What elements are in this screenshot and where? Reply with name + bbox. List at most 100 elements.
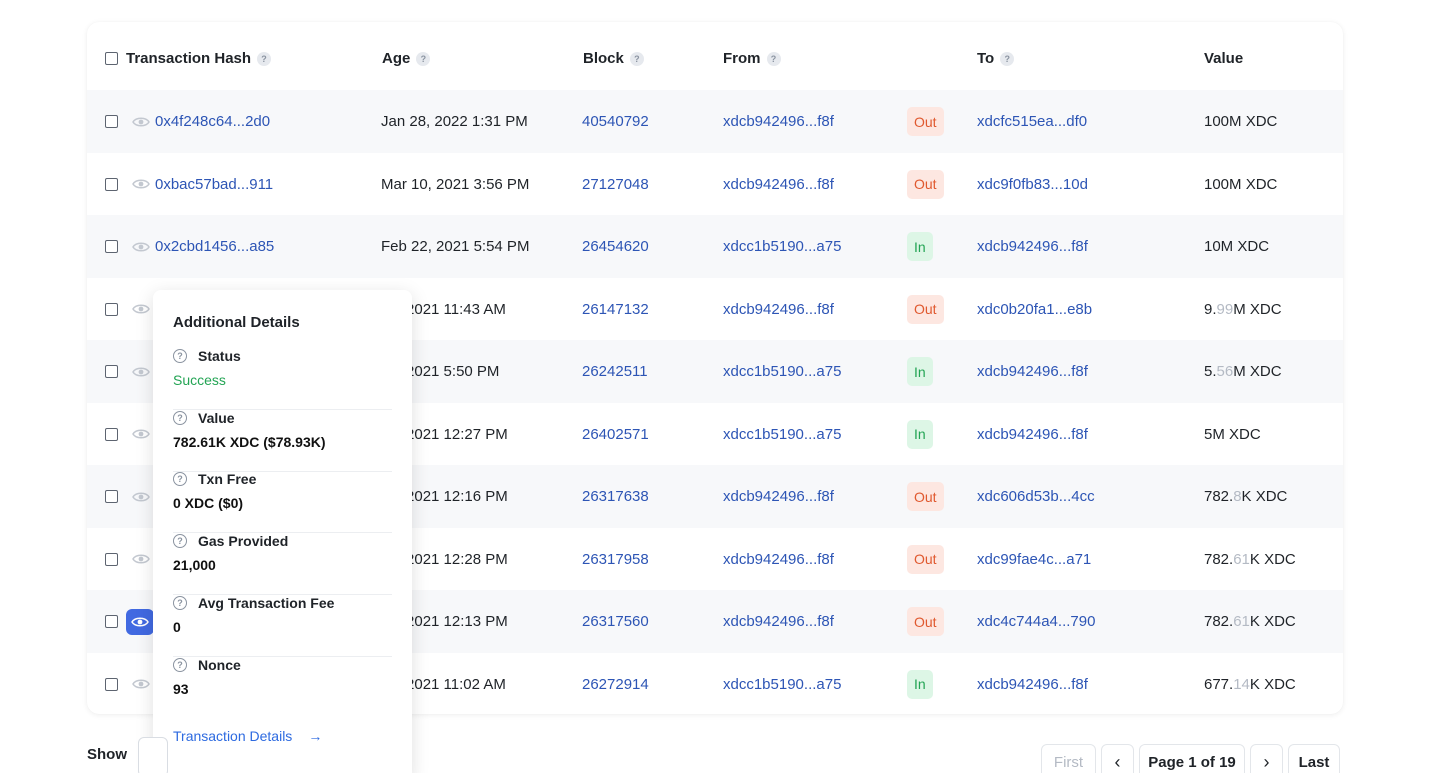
direction-badge: Out [907,169,944,199]
question-icon[interactable]: ? [173,657,187,672]
from-address-link[interactable]: xdcc1b5190...a75 [723,238,842,255]
direction-badge: In [907,232,933,261]
from-address-link[interactable]: xdcb942496...f8f [723,550,834,568]
eye-icon[interactable] [130,361,152,383]
eye-icon[interactable] [130,298,152,320]
from-address-link[interactable]: xdcb942496...f8f [723,488,834,505]
detail-label: Nonce [198,656,241,673]
eye-icon[interactable] [130,548,152,570]
block-link[interactable]: 26317638 [582,488,649,505]
detail-item: ? Avg Transaction Fee 0 [173,595,392,657]
value-main: 782. [1204,488,1234,505]
tx-age: 19, 2021 12:16 PM [381,488,508,505]
from-address-link[interactable]: xdcc1b5190...a75 [723,363,842,380]
question-icon[interactable]: ? [173,349,187,363]
help-icon[interactable]: ? [416,51,431,66]
to-address-link[interactable]: xdc9f0fb83...10d [977,175,1088,193]
block-link[interactable]: 26272914 [582,675,649,693]
question-icon[interactable]: ? [173,472,187,487]
eye-icon[interactable] [130,423,152,445]
value-unit: K XDC [1249,613,1296,630]
row-checkbox[interactable] [105,115,118,128]
row-checkbox[interactable] [105,365,118,378]
direction-badge: Out [907,607,944,636]
header-hash: Transaction Hash? [126,27,272,90]
row-checkbox[interactable] [105,490,118,503]
row-checkbox[interactable] [105,427,118,441]
block-link[interactable]: 26317560 [582,613,649,630]
block-link[interactable]: 26147132 [582,300,649,318]
to-address-link[interactable]: xdcb942496...f8f [977,675,1088,693]
from-address-link[interactable]: xdcc1b5190...a75 [723,675,842,693]
last-page-button[interactable]: Last [1288,744,1340,773]
question-icon[interactable]: ? [173,534,187,549]
row-checkbox[interactable] [105,552,118,566]
eye-icon[interactable] [130,236,152,258]
tx-hash-link[interactable]: 0x2cbd1456...a85 [155,238,275,255]
eye-icon[interactable] [126,608,154,635]
tx-value: 10M XDC [1204,215,1269,278]
row-checkbox[interactable] [105,240,118,253]
header-value: Value [1204,50,1244,67]
to-address-link[interactable]: xdc606d53b...4cc [977,488,1095,505]
first-page-button[interactable]: First [1041,744,1096,773]
block-link[interactable]: 26317958 [582,550,649,568]
question-icon[interactable]: ? [173,410,187,425]
from-address-link[interactable]: xdcc1b5190...a75 [723,425,842,443]
direction-badge: Out [907,482,944,511]
eye-icon[interactable] [130,111,152,133]
prev-page-button[interactable]: ‹ [1101,744,1134,773]
help-icon[interactable]: ? [257,51,272,66]
block-link[interactable]: 27127048 [582,175,649,193]
row-checkbox[interactable] [105,302,118,316]
block-link[interactable]: 40540792 [582,113,649,130]
value-decimals: 8 [1233,488,1242,505]
to-address-link[interactable]: xdcb942496...f8f [977,425,1088,443]
to-address-link[interactable]: xdcb942496...f8f [977,363,1088,380]
next-page-button[interactable]: › [1250,744,1283,773]
from-address-link[interactable]: xdcb942496...f8f [723,113,834,130]
detail-label-row: ? Nonce [173,657,241,673]
tx-hash-link[interactable]: 0x4f248c64...2d0 [155,113,271,130]
eye-icon[interactable] [130,486,152,508]
question-icon[interactable]: ? [173,595,187,610]
to-address-link[interactable]: xdcfc515ea...df0 [977,113,1088,130]
transaction-details-link[interactable]: Transaction Details → [173,728,322,744]
detail-label: Status [198,348,241,364]
header-age: Age? [382,27,431,90]
value-main: 782. [1204,550,1234,568]
eye-icon[interactable] [130,173,152,195]
tx-hash-link[interactable]: 0xbac57bad...911 [155,175,274,193]
value-unit: K XDC [1241,488,1288,505]
block-link[interactable]: 26242511 [582,363,648,380]
value-unit: M XDC [1233,363,1282,380]
header-block: Block? [583,27,644,90]
from-address-link[interactable]: xdcb942496...f8f [723,613,834,630]
row-checkbox[interactable] [105,177,118,191]
detail-value: Success [173,372,226,388]
from-address-link[interactable]: xdcb942496...f8f [723,300,834,318]
help-icon[interactable]: ? [629,51,644,66]
select-all-checkbox[interactable] [105,52,118,65]
to-address-link[interactable]: xdc0b20fa1...e8b [977,300,1093,318]
table-row: 21, 2021 12:27 PM 26402571 xdcc1b5190...a7… [87,403,1343,466]
help-icon[interactable]: ? [1000,51,1015,66]
tx-value: 100M XDC [1204,153,1277,216]
to-address-link[interactable]: xdcb942496...f8f [977,238,1088,255]
block-link[interactable]: 26454620 [582,238,649,255]
block-link[interactable]: 26402571 [582,425,649,443]
tx-value: 782. 61 K XDC [1204,528,1296,591]
to-address-link[interactable]: xdc99fae4c...a71 [977,550,1092,568]
tx-age: 18, 2021 11:02 AM [381,675,506,693]
from-address-link[interactable]: xdcb942496...f8f [723,175,834,193]
page-size-select[interactable] [138,737,168,773]
popup-title: Additional Details [173,314,300,331]
row-checkbox[interactable] [105,615,118,628]
detail-label-row: ? Txn Free [173,471,256,487]
help-icon[interactable]: ? [766,51,781,66]
to-address-link[interactable]: xdc4c744a4...790 [977,613,1096,630]
eye-icon[interactable] [130,673,152,695]
value-main: 100M [1204,175,1242,193]
detail-label: Gas Provided [198,533,289,550]
row-checkbox[interactable] [105,677,118,691]
